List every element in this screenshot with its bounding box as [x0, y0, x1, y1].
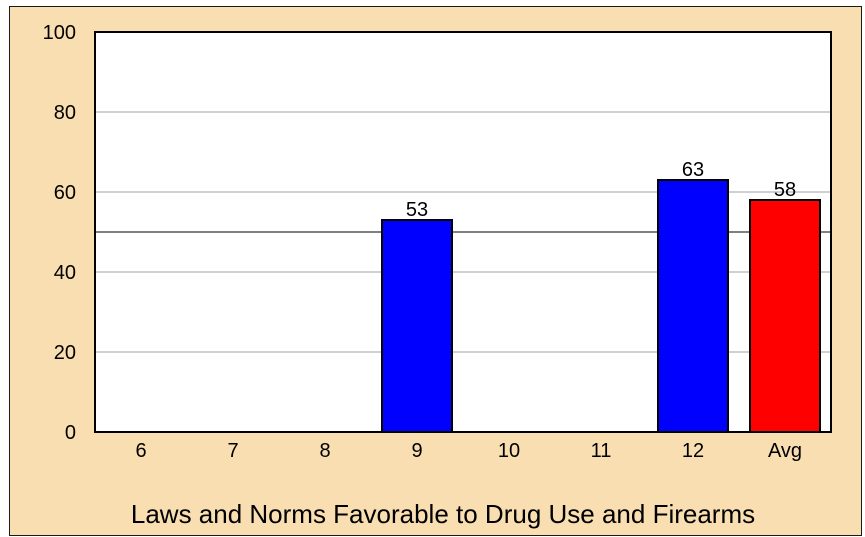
x-tick-label: Avg	[768, 440, 802, 462]
y-axis-ticks: 0 20 40 60 80 100	[43, 22, 76, 444]
y-tick-label: 80	[54, 102, 76, 124]
bar-avg	[749, 199, 821, 433]
data-label-12: 63	[682, 159, 704, 181]
y-tick-label: 100	[43, 22, 76, 44]
x-tick-label: 9	[411, 440, 422, 462]
x-tick-label: 12	[682, 440, 704, 462]
bars: 53 63 58	[381, 159, 821, 433]
x-axis-ticks: 6 7 8 9 10 11 12 Avg	[135, 440, 802, 462]
bar-9	[381, 219, 453, 433]
data-label-avg: 58	[774, 179, 796, 201]
y-tick-label: 60	[54, 182, 76, 204]
y-tick-label: 40	[54, 262, 76, 284]
y-tick-label: 0	[65, 422, 76, 444]
plot-border	[94, 31, 832, 433]
y-tick-label: 20	[54, 342, 76, 364]
bar-12	[657, 179, 729, 433]
x-tick-label: 10	[498, 440, 520, 462]
x-tick-label: 7	[227, 440, 238, 462]
x-tick-label: 6	[135, 440, 146, 462]
chart-title: Laws and Norms Favorable to Drug Use and…	[131, 499, 755, 529]
x-tick-label: 11	[591, 440, 612, 462]
data-label-9: 53	[406, 199, 428, 221]
x-tick-label: 8	[319, 440, 330, 462]
